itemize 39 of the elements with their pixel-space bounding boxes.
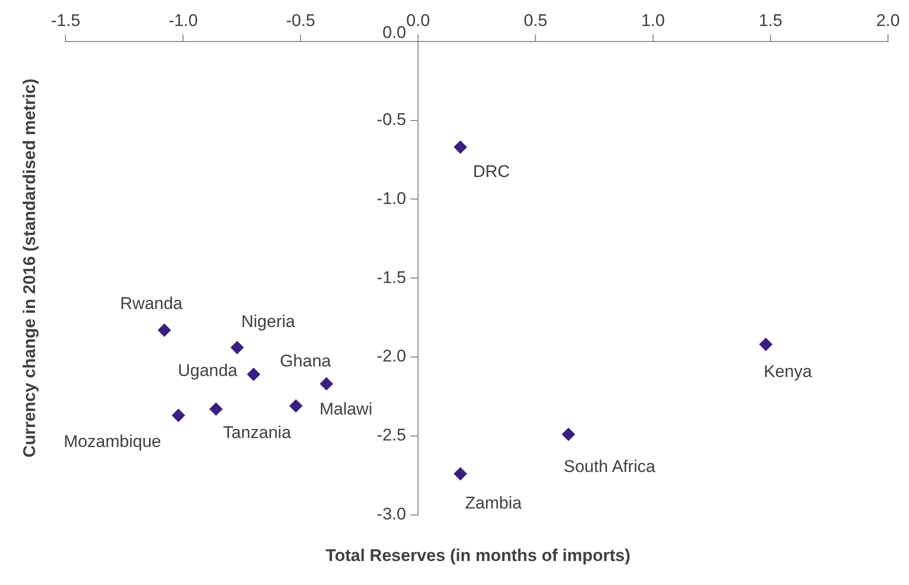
point: [562, 428, 575, 441]
x-tick-label: 2.0: [876, 10, 900, 30]
x-tick-label: 1.0: [641, 10, 665, 30]
y-tick-label: -3.0: [376, 504, 406, 524]
y-axis-title: Currency change in 2016 (standardised metric): [19, 78, 40, 460]
y-tick-label: -0.5: [376, 110, 406, 129]
x-tick-label: 0.0: [406, 10, 430, 30]
annotation: Ghana: [280, 352, 332, 371]
x-tick-label: 1.5: [758, 10, 782, 30]
annotation: Nigeria: [241, 312, 296, 332]
annotation: Kenya: [764, 362, 812, 382]
point: [230, 341, 244, 354]
annotation: South Africa: [564, 457, 656, 476]
annotation: Uganda: [178, 361, 238, 380]
annotation: Tanzania: [222, 422, 292, 442]
y-tick-label: -1.5: [376, 268, 406, 287]
annotation: Mozambique: [64, 432, 162, 452]
x-tick-label: -0.5: [286, 10, 316, 30]
point: [210, 402, 223, 416]
point: [320, 377, 333, 390]
annotation: Rwanda: [120, 294, 184, 313]
y-tick-label: -2.0: [376, 346, 406, 366]
point: [454, 467, 467, 480]
x-tick-label: -1.0: [168, 10, 198, 30]
annotation: Zambia: [465, 493, 522, 512]
point: [158, 324, 171, 337]
y-tick-label: -2.5: [376, 426, 406, 445]
annotation: DRC: [472, 162, 510, 181]
x-tick-label: -1.5: [51, 10, 80, 30]
point: [289, 399, 302, 412]
y-tick-label: -1.0: [376, 188, 406, 208]
y-tick-label: 0.0: [382, 23, 406, 42]
point: [247, 368, 260, 381]
point: [172, 408, 185, 422]
annotation: Malawi: [319, 400, 372, 419]
x-axis-title: Total Reserves (in months of imports): [324, 546, 632, 566]
point: [454, 140, 467, 154]
point: [759, 338, 772, 351]
x-tick-label: 0.5: [524, 10, 548, 30]
